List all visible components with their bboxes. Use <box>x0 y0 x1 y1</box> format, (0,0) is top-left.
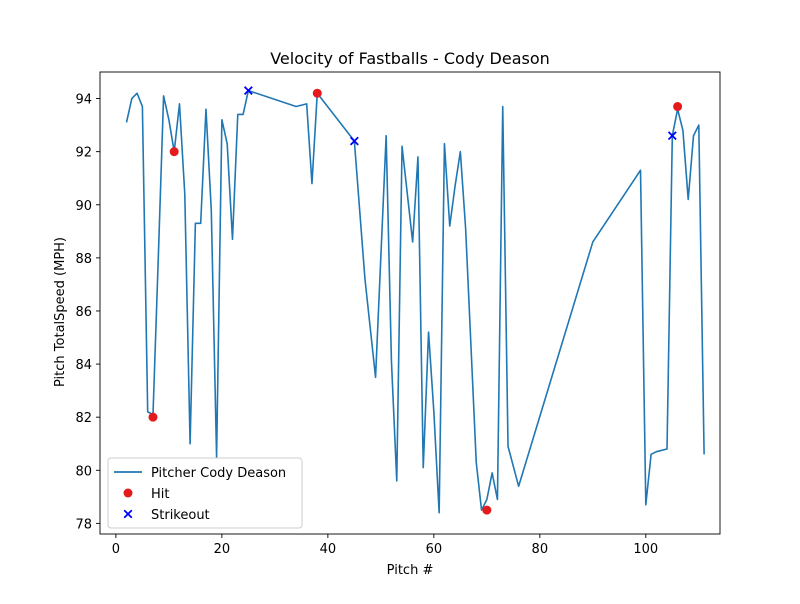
x-tick-label: 80 <box>532 542 549 557</box>
y-tick-label: 78 <box>75 517 92 532</box>
y-tick-label: 82 <box>75 411 92 426</box>
y-tick-label: 88 <box>75 252 92 267</box>
y-axis-label: Pitch TotalSpeed (MPH) <box>53 237 68 387</box>
strikeout-point <box>243 86 253 96</box>
legend-swatch-hit <box>123 488 133 498</box>
x-axis-label: Pitch # <box>387 563 434 578</box>
strikeout-point <box>349 136 359 146</box>
hit-point <box>673 102 683 112</box>
x-tick-label: 20 <box>214 542 231 557</box>
strikeout-mark-stroke <box>243 86 253 96</box>
strikeout-mark-stroke <box>667 131 677 141</box>
y-tick-label: 94 <box>75 93 92 108</box>
legend-swatch-strikeout-stroke <box>123 509 133 519</box>
hit-point <box>169 147 179 157</box>
y-tick-label: 86 <box>75 305 92 320</box>
legend-label-strikeout: Strikeout <box>151 508 210 523</box>
x-tick-label: 40 <box>320 542 337 557</box>
legend-swatch-strikeout <box>123 509 133 519</box>
plot-frame <box>99 71 721 535</box>
chart-title: Velocity of Fastballs - Cody Deason <box>270 49 550 68</box>
series-line-pitcher-cody-deason <box>125 89 705 514</box>
legend-label-hit: Hit <box>151 487 169 502</box>
y-tick-label: 92 <box>75 146 92 161</box>
x-tick-label: 60 <box>426 542 443 557</box>
plot-area <box>125 86 705 515</box>
axes: 0 20 40 60 80 100 78 80 82 84 86 88 90 92 94 <box>75 71 721 557</box>
y-tick-label: 90 <box>75 199 92 214</box>
y-tick-label: 80 <box>75 464 92 479</box>
hit-point <box>148 412 158 422</box>
hit-point <box>312 88 322 98</box>
strikeout-point <box>667 131 677 141</box>
legend-box <box>107 457 303 529</box>
x-tick-label: 100 <box>633 542 658 557</box>
y-tick-label: 84 <box>75 358 92 373</box>
hit-point <box>482 505 492 515</box>
legend: Pitcher Cody Deason Hit Strikeout <box>107 457 303 529</box>
x-tick-label: 0 <box>112 542 120 557</box>
strikeout-mark-stroke <box>349 136 359 146</box>
legend-label-pitcher: Pitcher Cody Deason <box>151 466 286 481</box>
